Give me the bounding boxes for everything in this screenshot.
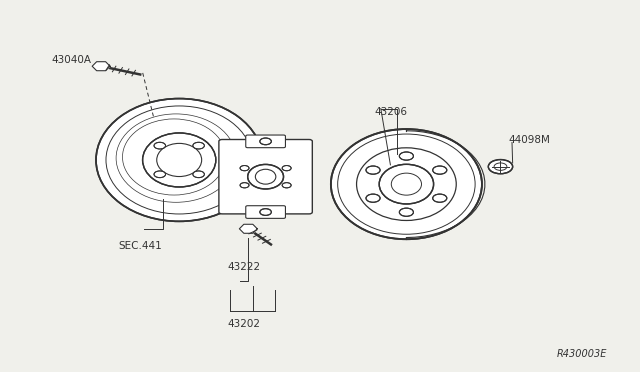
Circle shape [240, 183, 249, 188]
Ellipse shape [143, 133, 216, 187]
Circle shape [282, 166, 291, 171]
Circle shape [433, 166, 447, 174]
Circle shape [240, 166, 249, 171]
Circle shape [433, 194, 447, 202]
Circle shape [154, 142, 166, 149]
Text: 43040A: 43040A [51, 55, 92, 65]
Ellipse shape [380, 164, 433, 204]
Circle shape [260, 209, 271, 215]
Circle shape [488, 160, 513, 174]
Circle shape [366, 166, 380, 174]
FancyBboxPatch shape [219, 140, 312, 214]
Circle shape [193, 142, 204, 149]
Circle shape [399, 208, 413, 216]
Text: 43222: 43222 [227, 262, 260, 272]
Text: 43202: 43202 [227, 319, 260, 329]
Ellipse shape [96, 99, 262, 221]
Circle shape [366, 194, 380, 202]
Circle shape [193, 171, 204, 178]
Circle shape [154, 171, 166, 178]
Polygon shape [239, 224, 257, 233]
Circle shape [260, 138, 271, 145]
FancyBboxPatch shape [246, 135, 285, 148]
Text: 44098M: 44098M [509, 135, 550, 145]
Text: R430003E: R430003E [557, 349, 607, 359]
FancyBboxPatch shape [246, 206, 285, 218]
Circle shape [399, 152, 413, 160]
Ellipse shape [331, 129, 482, 239]
Polygon shape [92, 62, 110, 71]
Circle shape [282, 183, 291, 188]
Ellipse shape [248, 164, 284, 189]
Text: 43206: 43206 [374, 107, 408, 117]
Text: SEC.441: SEC.441 [118, 241, 162, 251]
